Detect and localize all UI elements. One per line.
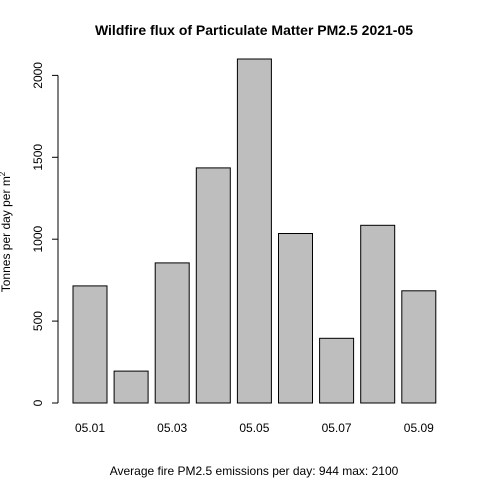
x-tick-label-05.03: 05.03	[157, 421, 187, 435]
bar-05.07	[319, 337, 355, 404]
y-tick-label-0: 0	[31, 399, 45, 406]
y-tick-label-1500: 1500	[31, 144, 45, 171]
bar-05.05	[236, 58, 272, 404]
y-axis: 0 500 1000 1500 2000	[31, 62, 59, 406]
x-tick-labels: 05.01 05.03 05.05 05.07 05.09	[75, 421, 434, 435]
chart-title: Wildfire flux of Particulate Matter PM2.…	[95, 22, 413, 38]
y-tick-label-500: 500	[31, 311, 45, 331]
bar-05.09	[401, 290, 437, 404]
bar-05.06	[278, 233, 313, 404]
y-axis-label-superscript: 2	[0, 171, 7, 176]
y-axis-label-text: Tonnes per day per m	[0, 176, 13, 292]
x-tick-label-05.01: 05.01	[75, 421, 105, 435]
bar-05.03	[154, 262, 190, 404]
x-tick-label-05.05: 05.05	[239, 421, 269, 435]
bar-05.04	[195, 167, 231, 404]
x-tick-label-05.09: 05.09	[404, 421, 434, 435]
bar-05.02	[113, 370, 149, 404]
footer-summary: Average fire PM2.5 emissions per day: 94…	[110, 464, 399, 478]
bars-group	[72, 58, 437, 404]
bar-05.08	[360, 224, 396, 404]
x-tick-label-05.07: 05.07	[322, 421, 352, 435]
y-axis-label: Tonnes per day per m2	[0, 171, 13, 292]
y-tick-label-2000: 2000	[31, 62, 45, 89]
bar-05.01	[72, 285, 108, 404]
y-tick-label-1000: 1000	[31, 226, 45, 253]
